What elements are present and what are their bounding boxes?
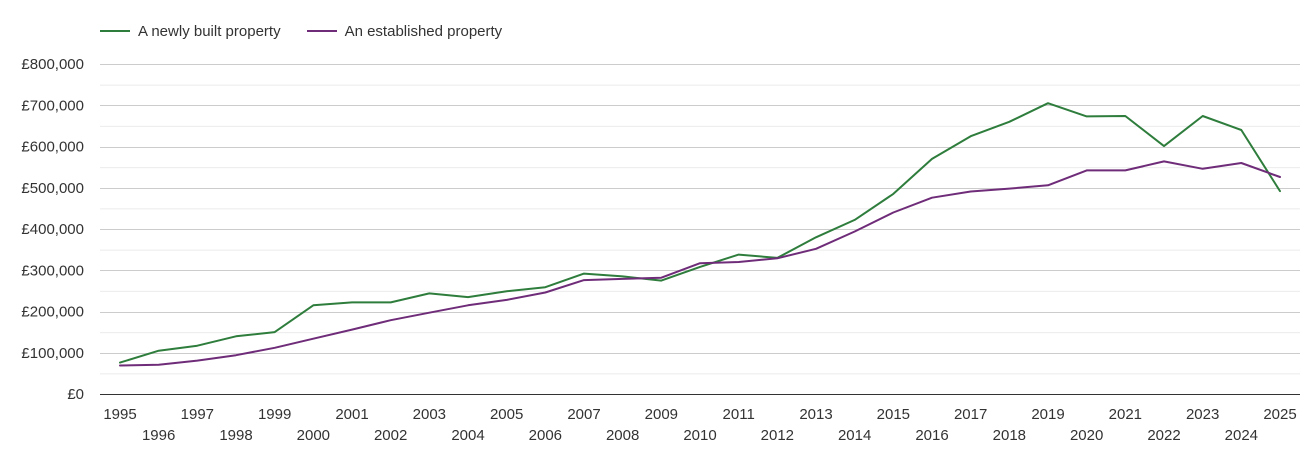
- legend-label: A newly built property: [138, 22, 281, 40]
- x-tick-label: 2009: [645, 406, 678, 423]
- legend-swatch: [306, 30, 337, 32]
- y-tick-label: £400,000: [21, 221, 84, 238]
- legend-item[interactable]: A newly built property: [100, 23, 281, 40]
- y-tick-label: £100,000: [21, 345, 84, 362]
- x-tick-label: 2010: [683, 427, 716, 444]
- x-tick-label: 2015: [877, 406, 910, 423]
- y-tick-label: £0: [67, 386, 84, 403]
- x-tick-label: 2005: [490, 406, 523, 423]
- y-tick-label: £600,000: [21, 139, 84, 156]
- y-tick-label: £800,000: [21, 56, 84, 73]
- y-tick-label: £500,000: [21, 180, 84, 197]
- x-tick-label: 2001: [335, 406, 368, 423]
- legend-item[interactable]: An established property: [306, 22, 503, 40]
- x-tick-label: 2004: [451, 427, 484, 444]
- x-tick-label: 2014: [838, 427, 871, 444]
- y-tick-label: £300,000: [21, 262, 84, 279]
- x-tick-label: 2006: [529, 427, 562, 444]
- x-tick-label: 2025: [1263, 406, 1296, 423]
- x-tick-label: 2020: [1070, 427, 1103, 444]
- legend-label: An established property: [344, 22, 503, 40]
- x-tick-label: 2000: [297, 427, 330, 444]
- x-tick-label: 1998: [219, 427, 252, 444]
- x-tick-label: 2002: [374, 427, 407, 444]
- x-tick-label: 2017: [954, 406, 987, 423]
- x-tick-label: 2012: [761, 427, 794, 444]
- legend-swatch: [100, 30, 130, 32]
- x-tick-label: 2007: [567, 406, 600, 423]
- x-tick-label: 1999: [258, 406, 291, 423]
- x-tick-label: 2023: [1186, 406, 1219, 423]
- x-tick-label: 2011: [723, 406, 755, 423]
- x-tick-label: 2008: [606, 427, 639, 444]
- x-tick-label: 2016: [915, 427, 948, 444]
- x-tick-label: 1995: [103, 406, 136, 423]
- x-tick-label: 1997: [181, 406, 214, 423]
- x-tick-label: 2013: [799, 406, 832, 423]
- x-tick-label: 2022: [1147, 427, 1180, 444]
- series-line-newly-built: [119, 102, 1281, 364]
- x-tick-label: 2019: [1031, 406, 1064, 423]
- y-tick-label: £700,000: [21, 97, 84, 114]
- x-tick-label: 1996: [142, 427, 175, 444]
- chart-legend: A newly built property An established pro…: [100, 20, 528, 42]
- y-tick-label: £200,000: [21, 304, 84, 321]
- x-tick-label: 2018: [993, 427, 1026, 444]
- x-tick-label: 2024: [1225, 427, 1258, 444]
- x-tick-label: 2021: [1109, 406, 1142, 423]
- series-line-established: [119, 160, 1281, 367]
- x-tick-label: 2003: [413, 406, 446, 423]
